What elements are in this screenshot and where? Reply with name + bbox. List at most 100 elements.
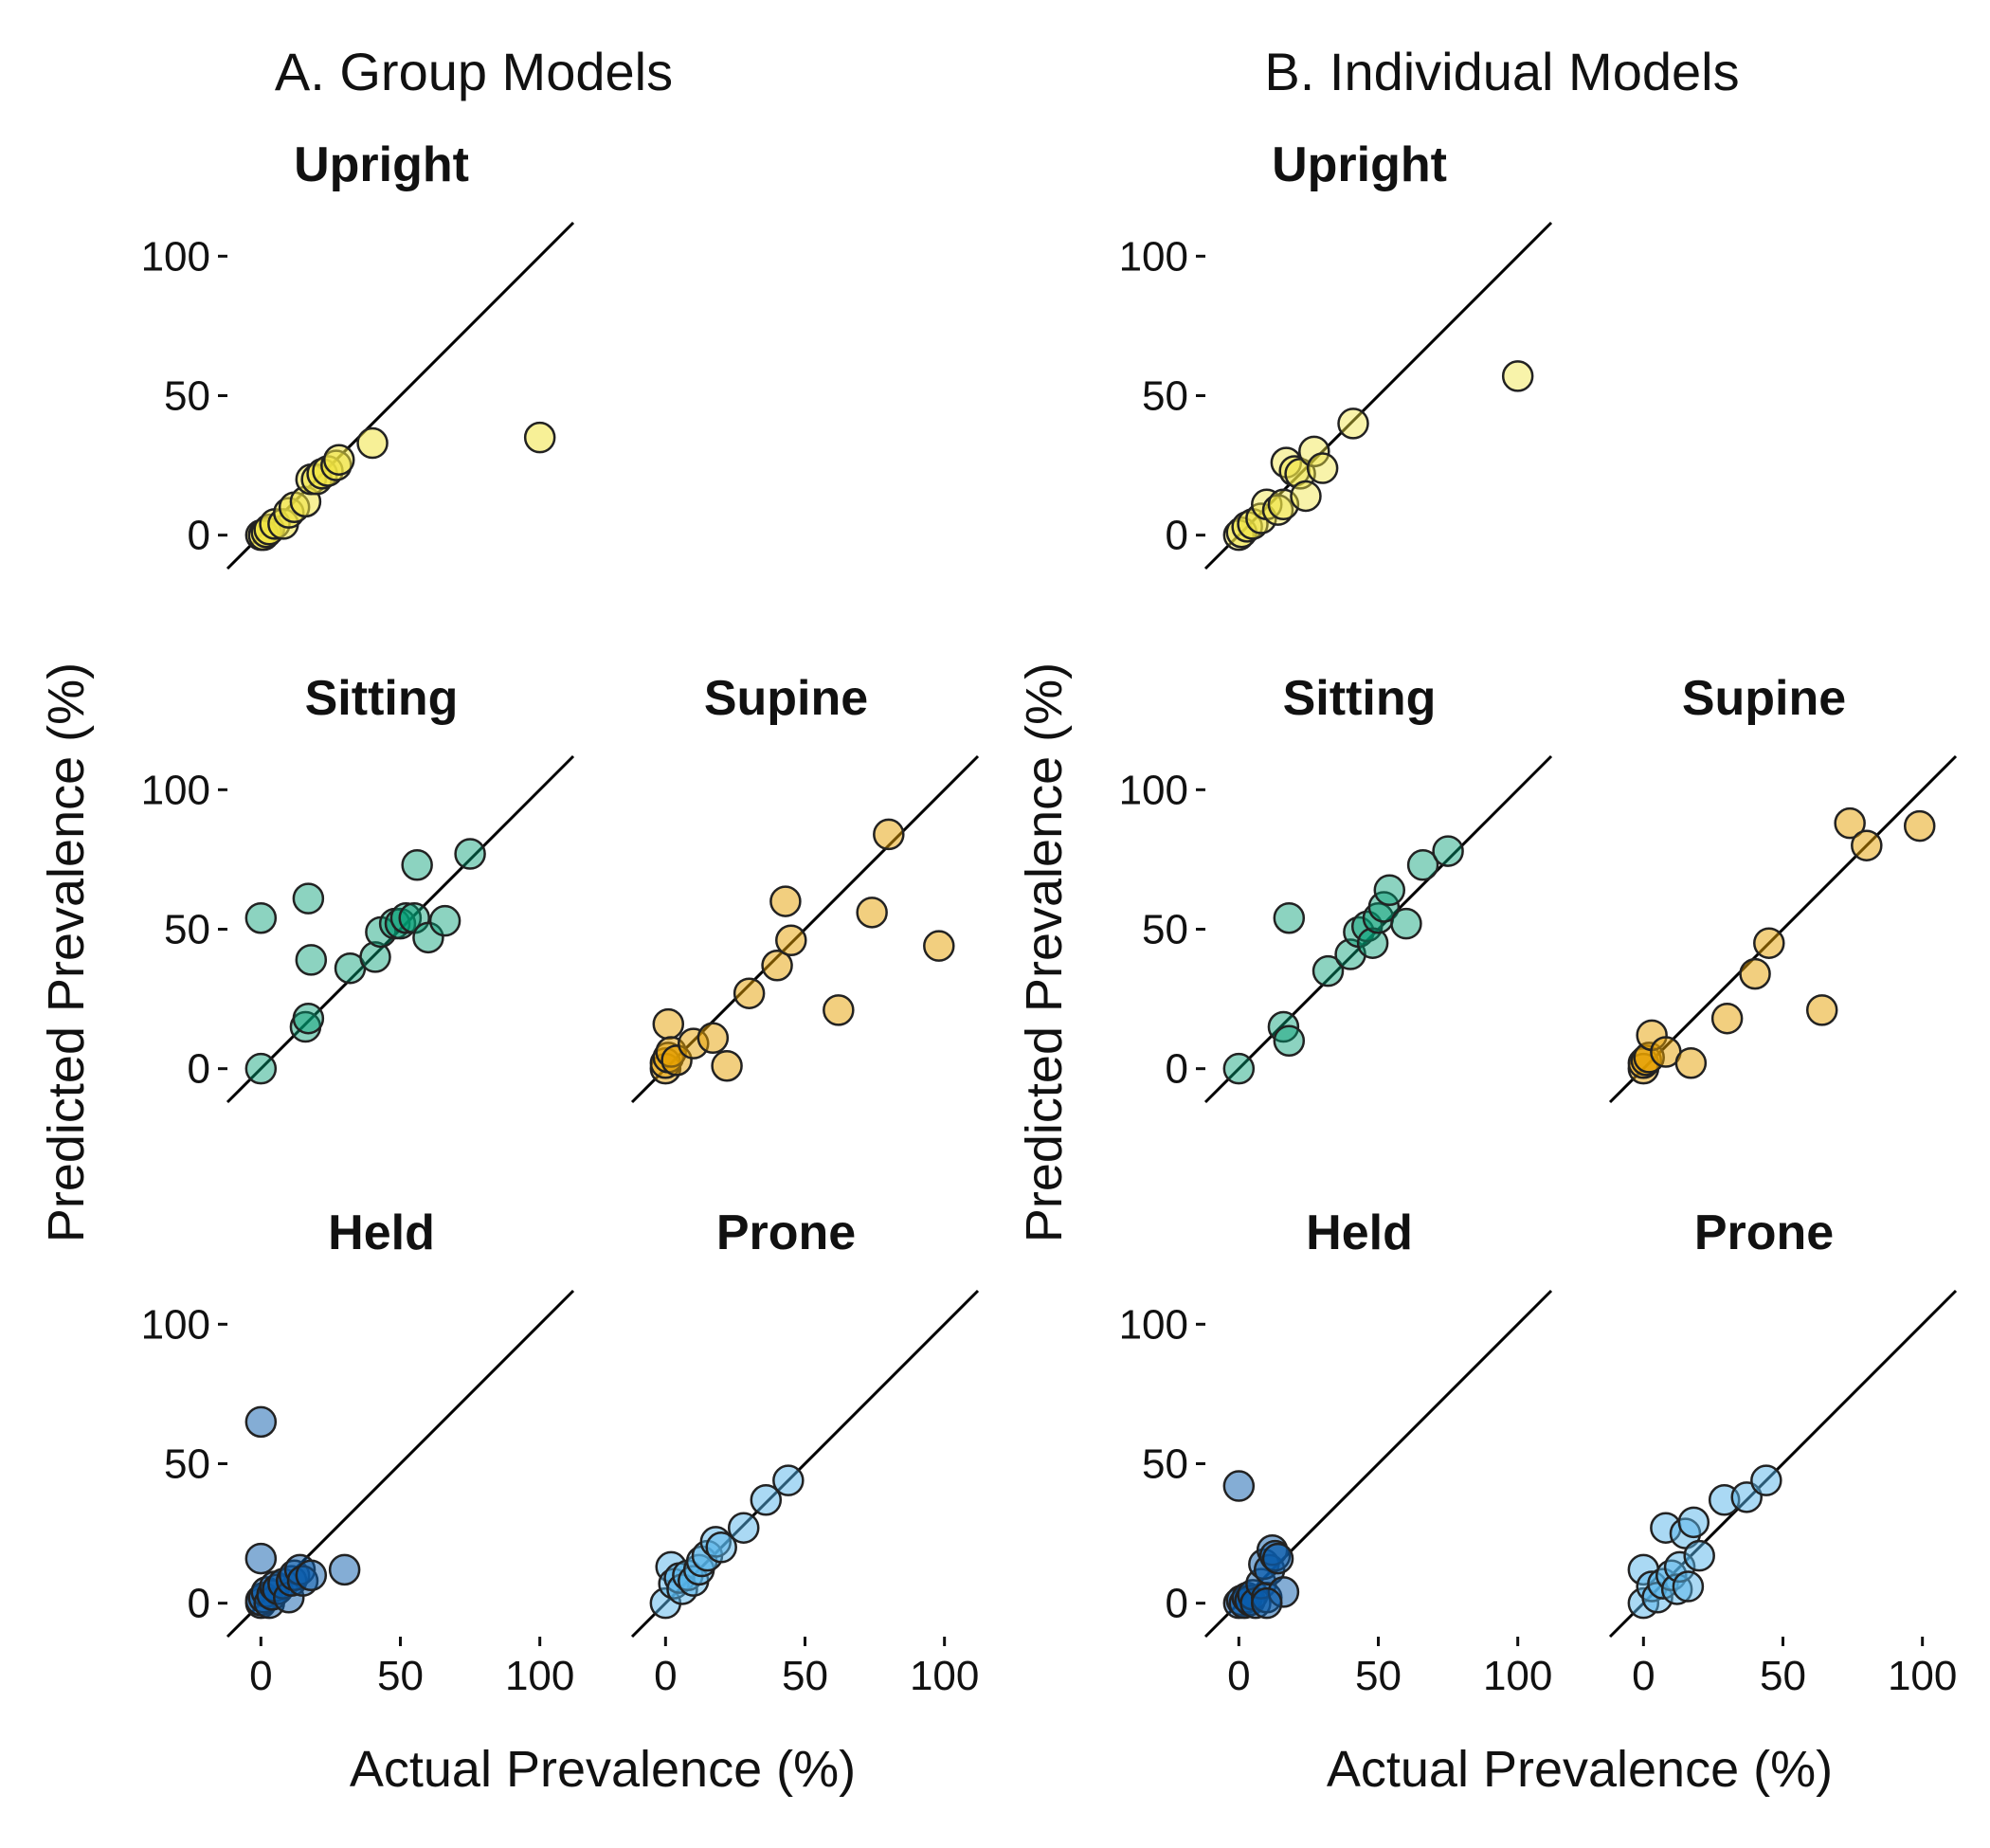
y-tick-label-a-upright-0: 0 [188, 513, 210, 559]
point-a-sitting-4 [292, 882, 325, 915]
point-b-upright-15 [1501, 360, 1534, 392]
y-tick-label-a-sitting-100: 100 [141, 767, 210, 813]
point-a-supine-8 [711, 1049, 743, 1082]
panel-b-supine: Supine [1608, 671, 1958, 1104]
point-b-upright-13 [1306, 452, 1339, 484]
point-b-sitting-12 [1390, 907, 1422, 940]
point-a-supine-11 [769, 885, 802, 917]
x-tick-label-b-held-100: 100 [1483, 1653, 1552, 1699]
point-b-sitting-4 [1312, 954, 1345, 987]
x-tick-label-a-held-100: 100 [505, 1653, 574, 1699]
point-a-supine-13 [823, 994, 855, 1026]
point-a-supine-9 [733, 977, 766, 1009]
point-b-supine-10 [1805, 994, 1838, 1026]
y-tick-label-b-held-100: 100 [1119, 1301, 1188, 1348]
point-b-sitting-3 [1273, 901, 1306, 934]
panel-b-held: Held 0 50 100 0 50 100 [1119, 1205, 1553, 1699]
point-a-supine-15 [873, 818, 905, 851]
point-b-prone-10 [1672, 1570, 1705, 1603]
y-tick-label-a-held-100: 100 [141, 1301, 210, 1348]
section-title-b: B. Individual Models [1264, 42, 1739, 101]
point-a-sitting-1 [244, 901, 278, 934]
point-b-supine-6 [1674, 1047, 1708, 1079]
point-b-prone-11 [1677, 1506, 1710, 1539]
point-a-held-15 [328, 1553, 361, 1586]
point-a-sitting-13 [401, 849, 433, 881]
point-b-upright-6 [1261, 494, 1294, 526]
point-a-upright-15 [356, 426, 389, 460]
point-a-supine-16 [923, 930, 955, 962]
point-a-prone-13 [750, 1484, 783, 1516]
point-a-sitting-16 [454, 838, 486, 870]
panel-title-b-prone: Prone [1694, 1205, 1834, 1260]
point-a-sitting-5 [295, 944, 328, 976]
point-b-sitting-2 [1273, 1024, 1306, 1057]
point-b-sitting-13 [1406, 849, 1439, 881]
identity-line-a-sitting [226, 754, 575, 1104]
x-tick-label-a-prone-100: 100 [910, 1653, 979, 1699]
point-a-sitting-15 [428, 904, 461, 937]
panel-title-b-supine: Supine [1682, 671, 1846, 726]
point-a-prone-12 [727, 1512, 760, 1544]
point-a-held-17 [244, 1405, 278, 1439]
y-tick-label-a-upright-100: 100 [141, 233, 210, 280]
point-b-sitting-14 [1432, 835, 1464, 867]
x-tick-label-b-prone-50: 50 [1760, 1653, 1806, 1699]
y-tick-label-b-held-0: 0 [1166, 1581, 1188, 1627]
x-axis-label-a: Actual Prevalence (%) [350, 1741, 856, 1798]
point-b-supine-9 [1753, 927, 1785, 959]
panel-title-a-sitting: Sitting [305, 671, 459, 726]
point-b-held-14 [1261, 1542, 1294, 1575]
point-b-held-1 [1222, 1470, 1256, 1502]
section-title-a: A. Group Models [275, 42, 673, 101]
panel-a-sitting: Sitting 0 50 100 [141, 671, 575, 1104]
point-a-held-14 [295, 1559, 328, 1591]
point-b-supine-11 [1834, 806, 1866, 840]
x-tick-label-a-held-50: 50 [377, 1653, 424, 1699]
panel-b-prone: Prone 0 50 100 [1608, 1205, 1957, 1699]
point-a-upright-14 [322, 444, 355, 476]
x-tick-label-b-prone-100: 100 [1888, 1653, 1957, 1699]
point-b-held-16 [1251, 1586, 1283, 1620]
panel-title-b-held: Held [1306, 1205, 1413, 1260]
y-tick-label-a-held-0: 0 [188, 1581, 210, 1627]
point-b-sitting-0 [1222, 1052, 1256, 1085]
panel-title-a-supine: Supine [704, 671, 868, 726]
point-a-supine-7 [696, 1022, 730, 1055]
point-a-supine-14 [856, 897, 888, 929]
x-tick-label-b-prone-0: 0 [1632, 1653, 1655, 1699]
panel-title-a-upright: Upright [294, 137, 469, 192]
point-a-supine-3 [652, 1007, 685, 1041]
point-a-sitting-0 [244, 1052, 278, 1085]
point-b-upright-11 [1290, 480, 1322, 513]
scatter-panels: Upright 0 50 100 Sitting 0 50 100 Supine Held 0 50 1… [141, 137, 1958, 1699]
point-a-prone-11 [705, 1531, 737, 1564]
point-b-upright-14 [1337, 408, 1369, 440]
panel-b-upright: Upright 0 50 100 [1119, 137, 1553, 571]
panel-a-prone: Prone 0 50 100 [630, 1205, 979, 1699]
y-tick-label-b-upright-0: 0 [1166, 513, 1188, 559]
point-a-supine-12 [775, 924, 807, 957]
point-a-sitting-11 [389, 901, 423, 934]
y-tick-label-a-sitting-50: 50 [164, 907, 210, 953]
y-tick-label-b-held-50: 50 [1142, 1441, 1188, 1488]
y-axis-label-b: Predicted Prevalence (%) [1016, 662, 1073, 1242]
point-b-supine-8 [1739, 957, 1771, 990]
y-tick-label-b-sitting-50: 50 [1142, 907, 1188, 953]
point-b-sitting-10 [1367, 891, 1401, 923]
x-tick-label-a-held-0: 0 [249, 1653, 272, 1699]
point-b-supine-7 [1710, 1002, 1744, 1035]
x-axis-label-b: Actual Prevalence (%) [1327, 1741, 1833, 1798]
x-tick-label-b-held-0: 0 [1227, 1653, 1250, 1699]
y-tick-label-b-sitting-100: 100 [1119, 767, 1188, 813]
y-axis-label-a: Predicted Prevalence (%) [38, 662, 95, 1242]
panel-b-sitting: Sitting 0 50 100 [1119, 671, 1553, 1104]
y-tick-label-a-upright-50: 50 [164, 373, 210, 420]
panel-title-a-held: Held [328, 1205, 435, 1260]
x-tick-label-a-prone-50: 50 [782, 1653, 828, 1699]
y-tick-label-a-held-50: 50 [164, 1441, 210, 1488]
panel-a-held: Held 0 50 100 0 50 100 [141, 1205, 575, 1699]
point-b-supine-13 [1903, 809, 1936, 842]
panel-a-upright: Upright 0 50 100 [141, 137, 575, 571]
y-tick-label-b-sitting-0: 0 [1166, 1046, 1188, 1093]
